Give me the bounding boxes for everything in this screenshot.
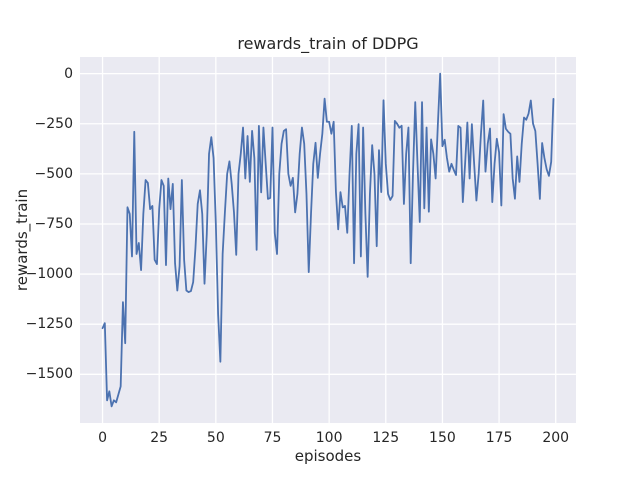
line-chart	[80, 57, 576, 423]
y-tick-label: −250	[34, 115, 73, 132]
series-line-rewards_train	[101, 72, 555, 408]
x-tick-label: 125	[372, 430, 400, 446]
y-tick-label: 0	[64, 65, 73, 82]
x-tick-label: 150	[429, 430, 456, 446]
x-tick-label: 0	[98, 430, 107, 446]
x-tick-label: 25	[150, 430, 169, 446]
x-tick-label: 75	[263, 430, 282, 446]
chart-title: rewards_train of DDPG	[237, 34, 419, 53]
x-axis-label: episodes	[294, 447, 362, 465]
x-tick-label: 100	[315, 430, 343, 446]
x-tick-label: 175	[485, 430, 513, 446]
plot-area	[80, 57, 576, 423]
y-tick-label: −500	[34, 165, 73, 182]
y-tick-label: −1500	[25, 366, 73, 383]
x-tick-label: 200	[542, 430, 570, 446]
x-tick-label: 50	[206, 430, 225, 446]
y-tick-label: −1250	[25, 316, 73, 333]
y-tick-label: −1000	[25, 266, 73, 283]
y-tick-label: −750	[34, 215, 73, 232]
